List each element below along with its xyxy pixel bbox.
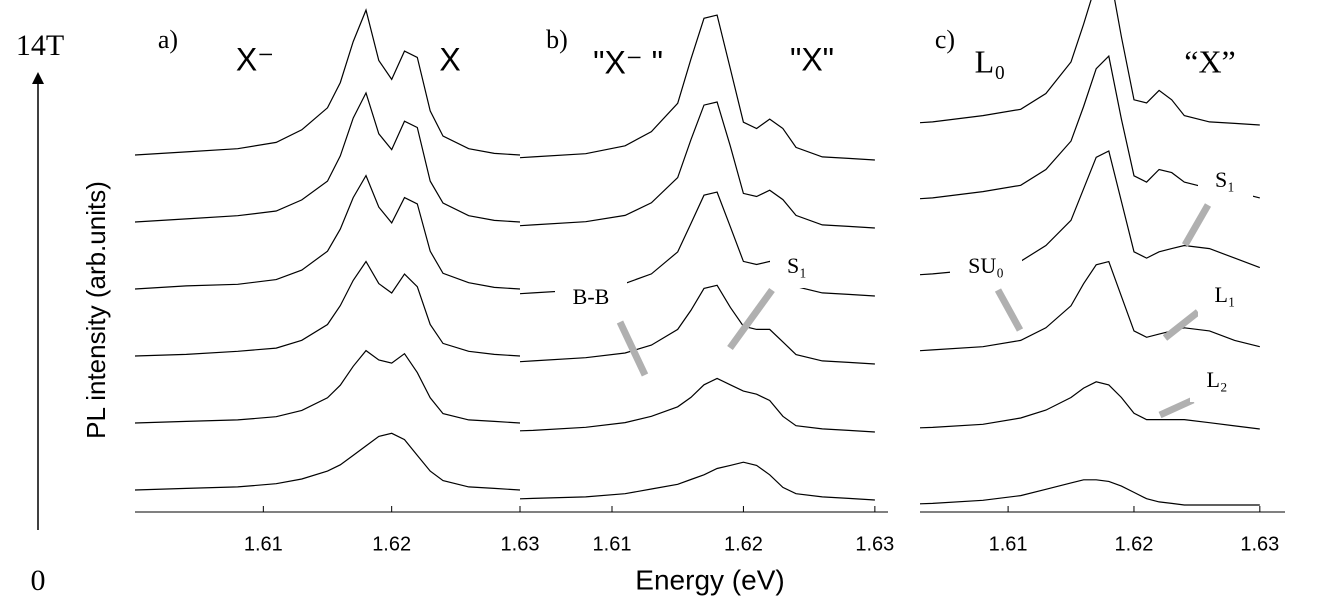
spectrum bbox=[520, 377, 875, 433]
spectrum bbox=[135, 349, 520, 424]
peak-label: X⁻ bbox=[236, 41, 274, 77]
panel bbox=[135, 8, 520, 513]
peak-label: “X” bbox=[1184, 43, 1236, 79]
feature-label: S₁ bbox=[1215, 167, 1235, 192]
peak-label: "X⁻ " bbox=[593, 44, 663, 80]
x-tick-label: 1.61 bbox=[244, 533, 283, 555]
panel bbox=[520, 14, 875, 512]
x-tick-label: 1.62 bbox=[724, 533, 763, 555]
panel-label: a) bbox=[158, 25, 178, 54]
feature-label: SU₀ bbox=[968, 253, 1004, 278]
spectrum bbox=[920, 0, 1260, 126]
x-tick-label: 1.63 bbox=[855, 533, 894, 555]
pointer bbox=[1158, 396, 1195, 419]
pointer bbox=[727, 287, 775, 351]
label-box bbox=[1198, 162, 1253, 202]
spectrum bbox=[135, 8, 520, 156]
annotations: B-B S₁ SU₀ S₁ L₁ L₂ bbox=[555, 162, 1253, 419]
label-box bbox=[1190, 362, 1245, 402]
spectrum bbox=[135, 432, 520, 491]
label-box bbox=[950, 248, 1022, 288]
field-bottom: 0 bbox=[31, 564, 46, 597]
x-tick-label: 1.61 bbox=[989, 533, 1028, 555]
spectrum bbox=[135, 260, 520, 357]
curve-fill bbox=[520, 378, 875, 512]
pointer bbox=[616, 320, 649, 377]
x-tick-label: 1.62 bbox=[372, 533, 411, 555]
panel-label: c) bbox=[935, 25, 955, 54]
spectrum bbox=[920, 381, 1260, 430]
curves bbox=[135, 0, 1261, 513]
curve-fill bbox=[520, 462, 875, 512]
curve-fill bbox=[135, 433, 520, 512]
x-tick-label: 1.61 bbox=[593, 533, 632, 555]
field-top: 14T bbox=[16, 29, 64, 62]
pointer bbox=[994, 288, 1024, 332]
spectrum bbox=[520, 14, 875, 161]
spectrum bbox=[920, 479, 1260, 506]
spectrum bbox=[520, 101, 875, 229]
x-tick-label: 1.62 bbox=[1114, 533, 1153, 555]
curve-fill bbox=[920, 381, 1260, 512]
panel bbox=[920, 0, 1261, 512]
spectrum bbox=[920, 260, 1260, 352]
spectrum bbox=[520, 461, 875, 501]
spectrum bbox=[135, 174, 520, 290]
panel-label: b) bbox=[546, 25, 568, 54]
pointer bbox=[1162, 309, 1201, 341]
x-tick-label: 1.63 bbox=[501, 533, 540, 555]
spectrum bbox=[920, 54, 1260, 200]
spectrum bbox=[135, 91, 520, 223]
feature-label: L₂ bbox=[1206, 367, 1227, 392]
label-box bbox=[1198, 277, 1253, 317]
feature-label: B-B bbox=[573, 284, 610, 309]
x-axis-label: Energy (eV) bbox=[635, 564, 784, 595]
peak-label: "X" bbox=[790, 41, 834, 77]
y-axis-label: PL intensity (arb.units) bbox=[81, 181, 111, 439]
x-tick-label: 1.63 bbox=[1240, 533, 1279, 555]
feature-label: L₁ bbox=[1214, 282, 1235, 307]
pointer bbox=[1181, 203, 1212, 247]
peak-label: L₀ bbox=[975, 43, 1006, 79]
spectrum bbox=[520, 284, 875, 365]
feature-label: S₁ bbox=[787, 253, 807, 278]
label-box bbox=[555, 280, 627, 318]
label-box bbox=[770, 248, 825, 288]
peak-label: X bbox=[439, 41, 460, 77]
